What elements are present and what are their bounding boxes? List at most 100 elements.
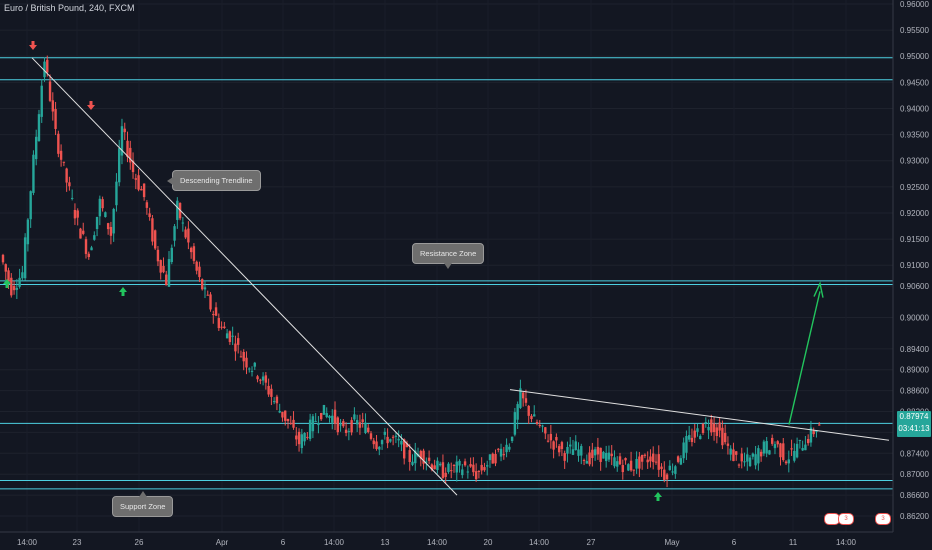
candle-body [364, 422, 367, 434]
candle-body [297, 431, 301, 445]
candle-body [319, 413, 323, 420]
candle-body [225, 333, 229, 339]
candle-body [151, 218, 154, 242]
candle-body [134, 178, 138, 180]
price-tick-label: 0.87000 [900, 470, 929, 479]
candle-body [450, 470, 453, 472]
candle-body [726, 443, 730, 446]
candle-body [7, 270, 10, 282]
candle-body [502, 454, 506, 456]
candle-body [29, 191, 32, 220]
candle-body [505, 444, 508, 453]
candle-body [40, 85, 43, 117]
candle-body [430, 464, 434, 470]
candle-body [148, 213, 151, 218]
candle-body [170, 247, 173, 263]
candle-body [635, 458, 638, 469]
candle-body [325, 413, 328, 418]
candle-body [250, 370, 254, 372]
candle-body [585, 461, 589, 464]
candle-body [272, 401, 276, 403]
green-up-arrow-icon [3, 279, 11, 288]
candle-body [649, 456, 652, 462]
candle-body [732, 449, 735, 462]
event-badge-icon[interactable]: 3 [875, 513, 891, 525]
candle-body [65, 168, 68, 183]
time-tick-label: 23 [73, 538, 82, 547]
price-tick-label: 0.92500 [900, 183, 929, 192]
candle-body [253, 362, 256, 367]
candle-body [516, 404, 519, 420]
candle-body [427, 457, 431, 461]
candle-body [115, 181, 118, 206]
time-tick-label: 14:00 [324, 538, 345, 547]
candle-body [527, 405, 530, 416]
candle-body [455, 461, 458, 473]
candle-body [519, 388, 522, 408]
price-tick-label: 0.92000 [900, 209, 929, 218]
candle-body [685, 436, 688, 453]
candle-body [308, 419, 312, 439]
candle-body [815, 431, 818, 433]
candle-body [569, 444, 572, 447]
candle-body [311, 416, 315, 432]
descending-trendline-label: Descending Trendline [180, 176, 253, 185]
candle-body [328, 415, 331, 418]
candle-body [378, 446, 381, 450]
candle-body [76, 210, 79, 218]
resistance-zone-callout: Resistance Zone [412, 243, 485, 269]
candle-body [696, 428, 699, 432]
candle-body [106, 223, 110, 230]
candle-body [350, 420, 353, 433]
candle-body [770, 437, 774, 444]
candle-body [394, 435, 398, 437]
candle-body [754, 454, 757, 466]
candle-body [176, 200, 179, 220]
time-tick-label: May [664, 538, 679, 547]
candle-body [123, 128, 126, 133]
event-badge-label: 3 [881, 516, 885, 522]
candle-body [201, 279, 204, 290]
candle-body [759, 451, 763, 457]
candle-body [112, 208, 115, 234]
candle-body [181, 222, 185, 224]
candle-body [303, 432, 306, 442]
candle-body [627, 464, 630, 471]
event-badge-icon[interactable]: 3 [838, 513, 854, 525]
candle-body [84, 239, 88, 254]
candle-body [425, 461, 428, 463]
candle-body [292, 419, 295, 428]
candle-body [795, 443, 799, 458]
signal-arrows [3, 41, 662, 501]
candle-body [59, 150, 63, 160]
candle-body [214, 307, 218, 316]
candle-body [604, 452, 608, 462]
candle-body [690, 437, 694, 442]
candle-body [463, 461, 467, 466]
price-tick-label: 0.86200 [900, 512, 929, 521]
candle-body [544, 427, 547, 434]
candle-body [383, 431, 387, 435]
candle-body [571, 449, 575, 455]
candle-body [68, 182, 71, 187]
candle-body [524, 398, 528, 403]
candle-body [314, 420, 317, 422]
candle-body [109, 226, 113, 236]
candle-body [577, 449, 580, 456]
candle-body [101, 199, 104, 209]
candle-body [593, 449, 597, 456]
candle-body [729, 448, 732, 455]
chart-title: Euro / British Pound, 240, FXCM [4, 3, 135, 13]
candle-body [333, 409, 337, 424]
candle-body [640, 454, 644, 462]
support-zone-label: Support Zone [120, 502, 166, 511]
candle-body [87, 253, 90, 258]
candle-body [10, 277, 13, 296]
candle-body [674, 466, 677, 474]
candle-body [743, 461, 746, 463]
candle-body [588, 452, 591, 465]
time-tick-label: 27 [587, 538, 596, 547]
candle-body [447, 463, 450, 473]
flat-resistance-trendline [509, 389, 890, 441]
candle-body [560, 442, 564, 450]
